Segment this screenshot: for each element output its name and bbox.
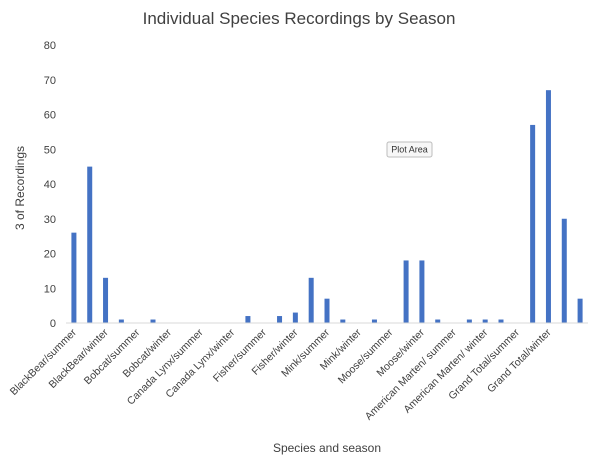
tooltip-label: Plot Area [391, 145, 428, 155]
bar [292, 312, 298, 323]
plot-area-tooltip: Plot Area [386, 141, 433, 158]
y-axis-title: 3 of Recordings [13, 146, 27, 230]
y-tick-label: 20 [44, 249, 56, 261]
bar [277, 316, 283, 323]
bar [340, 319, 346, 323]
bar [118, 319, 124, 323]
bar [482, 319, 488, 323]
y-tick-label: 70 [44, 75, 56, 87]
y-tick-label: 0 [50, 318, 56, 330]
y-tick-label: 80 [44, 40, 56, 52]
bar [71, 232, 77, 323]
bar [87, 166, 93, 323]
y-tick-label: 40 [44, 179, 56, 191]
bar [245, 316, 251, 323]
x-tick-label: Moose/summer [336, 326, 396, 386]
bar [308, 277, 314, 323]
bar [403, 260, 409, 323]
bar [419, 260, 425, 323]
bar [103, 277, 109, 323]
bar [150, 319, 156, 323]
bar [561, 218, 567, 323]
bar [498, 319, 504, 323]
bar [530, 124, 536, 323]
y-axis-tick-labels: 0 10 20 30 40 50 60 70 80 [44, 40, 56, 330]
y-tick-label: 30 [44, 214, 56, 226]
y-tick-label: 10 [44, 283, 56, 295]
chart-title: Individual Species Recordings by Season [143, 9, 456, 28]
bar [435, 319, 441, 323]
bar [466, 319, 472, 323]
x-tick-label: Bobcat/summer [82, 326, 143, 387]
bar [545, 90, 551, 323]
bar [577, 298, 583, 323]
x-axis-title: Species and season [273, 441, 381, 455]
bar [324, 298, 330, 323]
bar [371, 319, 377, 323]
tooltip-box [386, 141, 433, 158]
y-tick-label: 60 [44, 110, 56, 122]
x-axis-tick-labels: BlackBear/summerBlackBear/winterBobcat/s… [8, 326, 554, 422]
bar-series [71, 90, 583, 323]
y-tick-label: 50 [44, 144, 56, 156]
